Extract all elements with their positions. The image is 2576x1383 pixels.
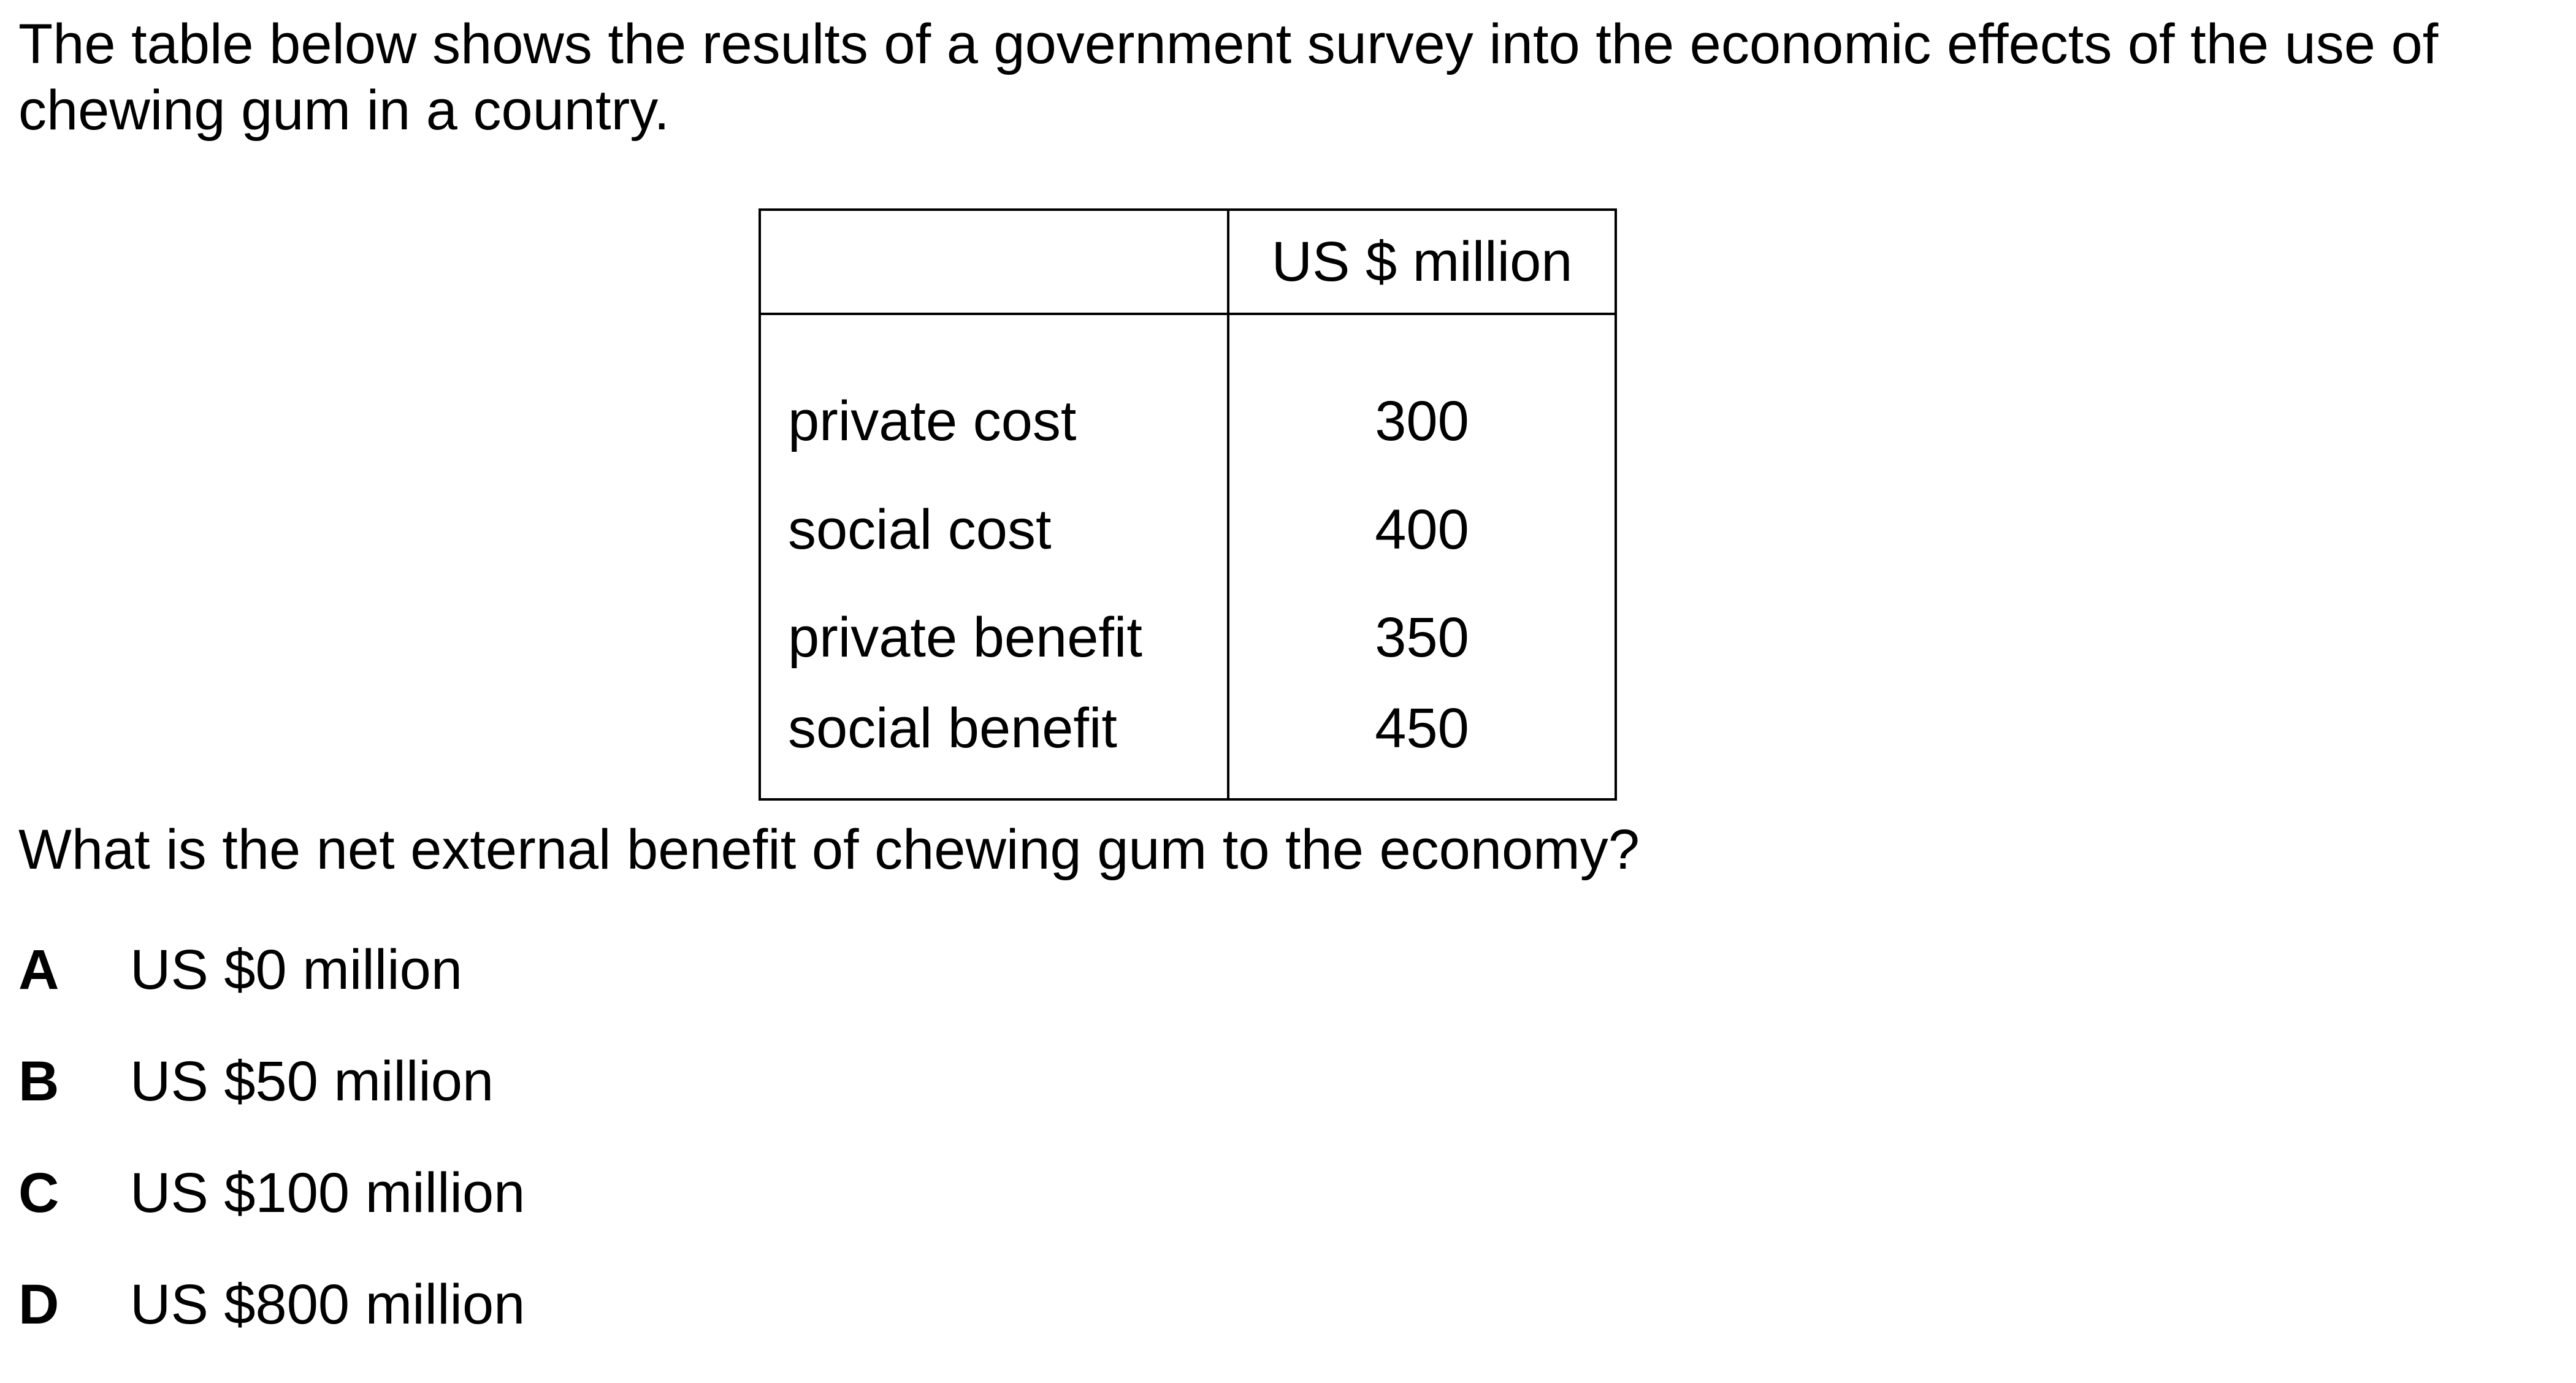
intro-text: The table below shows the results of a g… xyxy=(18,13,2439,142)
row-value: 350 xyxy=(1227,584,1617,691)
row-value: 450 xyxy=(1227,691,1617,801)
table-header-value: US $ million xyxy=(1227,208,1617,315)
option-letter: C xyxy=(18,1162,59,1224)
row-label: social cost xyxy=(759,476,1229,584)
table-row: social cost 400 xyxy=(759,476,1617,584)
option-text: US $100 million xyxy=(130,1162,526,1224)
table-header-label xyxy=(759,208,1229,315)
row-label: social benefit xyxy=(759,691,1229,801)
option-letter: D xyxy=(18,1273,59,1336)
row-value: 400 xyxy=(1227,476,1617,584)
table-row: private cost 300 xyxy=(759,314,1617,476)
option-text: US $800 million xyxy=(130,1273,526,1336)
option-a[interactable]: A US $0 million xyxy=(18,937,525,1048)
table-header-row: US $ million xyxy=(759,208,1617,315)
table-row: social benefit 450 xyxy=(759,691,1617,801)
row-value: 300 xyxy=(1227,314,1617,476)
option-letter: A xyxy=(18,939,59,1001)
row-label: private benefit xyxy=(759,584,1229,691)
row-label: private cost xyxy=(759,314,1229,476)
option-b[interactable]: B US $50 million xyxy=(18,1048,525,1160)
question-text: What is the net external benefit of chew… xyxy=(18,818,1640,881)
table-row: private benefit 350 xyxy=(759,584,1617,691)
survey-table: US $ million private cost 300 social cos… xyxy=(759,208,1617,801)
option-c[interactable]: C US $100 million xyxy=(18,1160,525,1271)
option-text: US $50 million xyxy=(130,1050,494,1113)
option-text: US $0 million xyxy=(130,939,462,1001)
option-d[interactable]: D US $800 million xyxy=(18,1271,525,1383)
answer-options: A US $0 million B US $50 million C US $1… xyxy=(18,937,525,1383)
option-letter: B xyxy=(18,1050,59,1113)
